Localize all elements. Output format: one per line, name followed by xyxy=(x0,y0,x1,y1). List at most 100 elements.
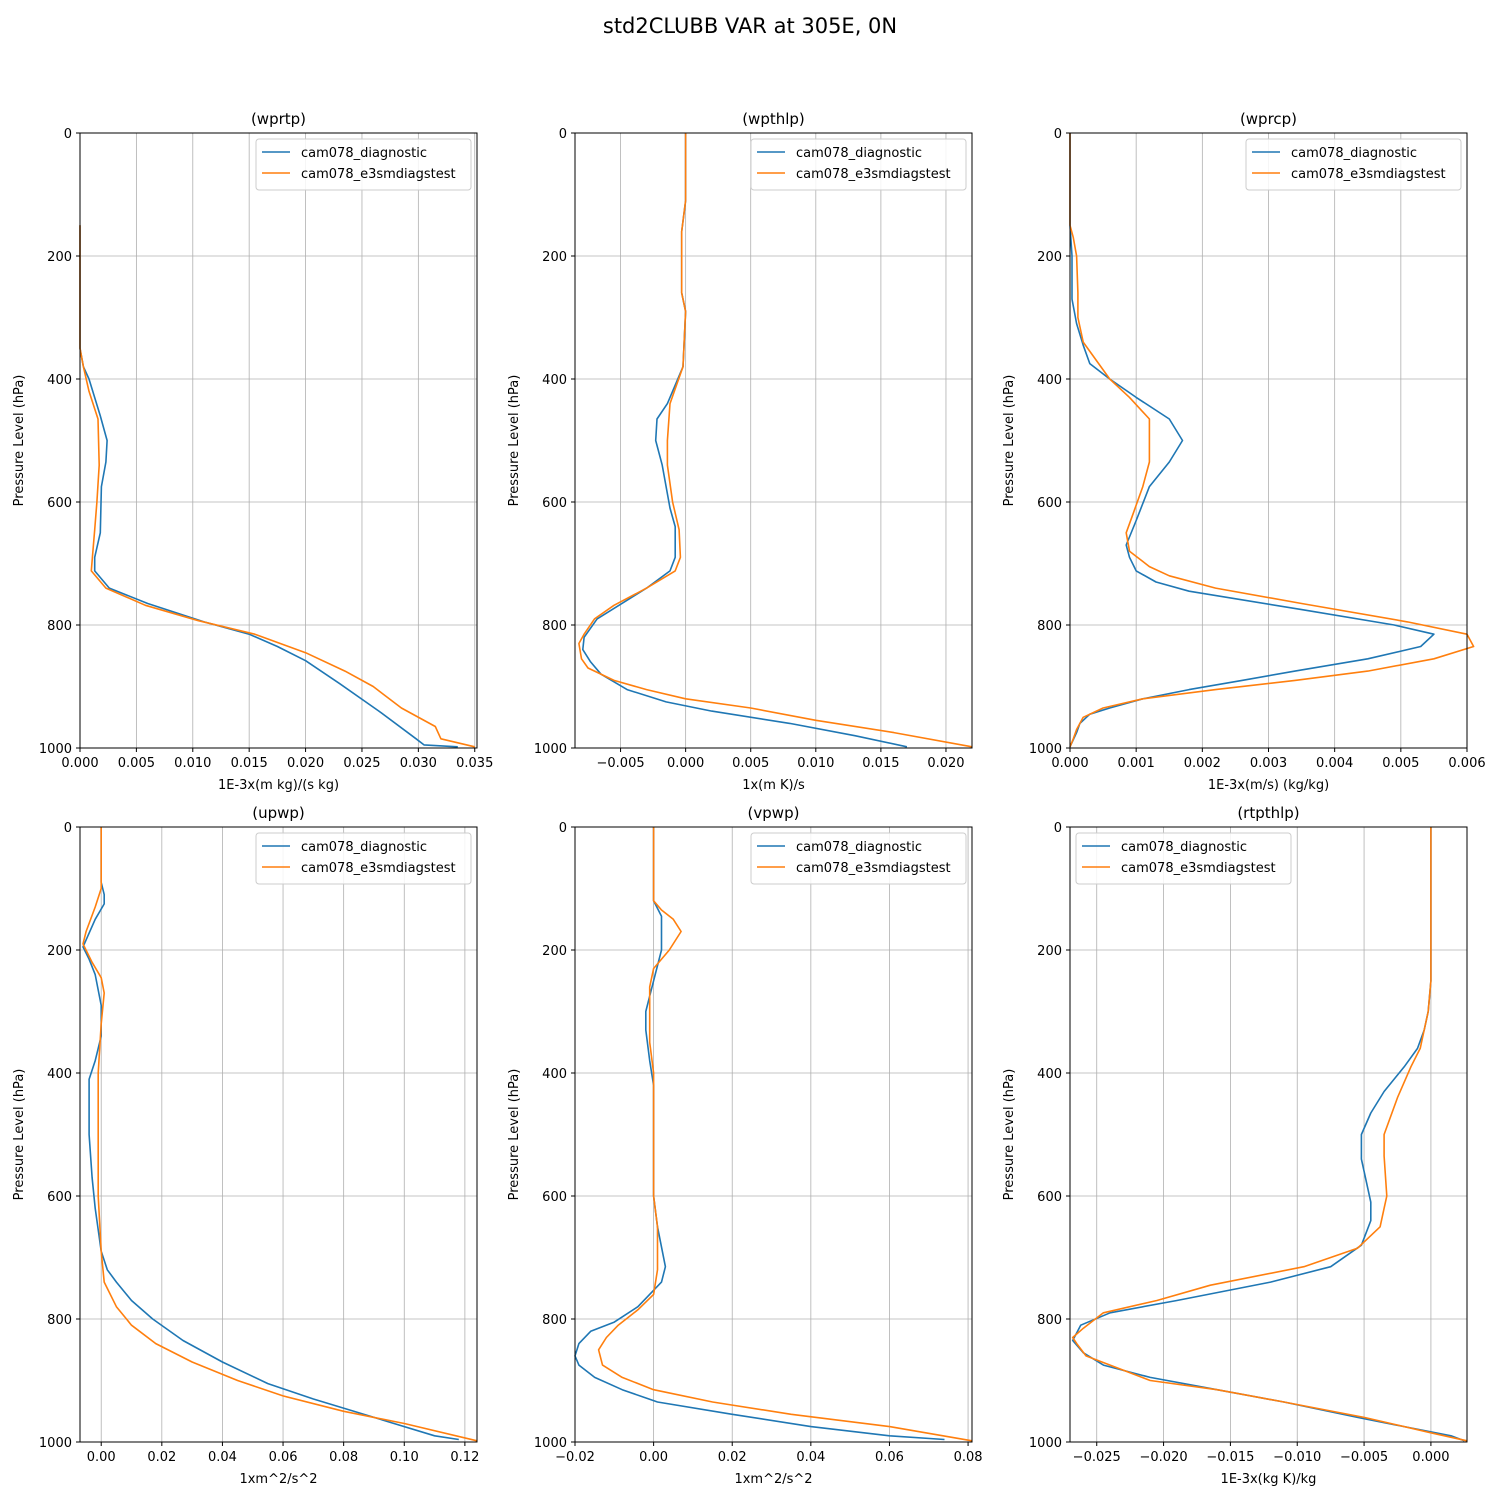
x-tick-label: 0.005 xyxy=(732,756,769,771)
x-tick-label: 0.02 xyxy=(147,1450,176,1465)
subplot-title: (upwp) xyxy=(252,804,305,822)
y-axis-label: Pressure Level (hPa) xyxy=(507,1069,522,1201)
subplot-4: −0.02 0.00 0.02 0.04 0.06 0.08 0 200 400 600 800 10… xyxy=(507,804,983,1487)
subplot-5: −0.025 −0.020 −0.015 −0.010 −0.005 0.000 0 200 4… xyxy=(1002,804,1468,1487)
x-tick-label: 0.06 xyxy=(269,1450,298,1465)
y-tick-label: 800 xyxy=(1037,1313,1062,1328)
x-tick-label: 0.08 xyxy=(329,1450,358,1465)
x-tick-label: 0.001 xyxy=(1118,756,1155,771)
x-tick-label: 0.000 xyxy=(1412,1450,1449,1465)
y-tick-label: 800 xyxy=(1037,619,1062,634)
x-axis-label: 1x(m K)/s xyxy=(742,778,805,793)
subplot-title: (wpthlp) xyxy=(742,110,805,128)
y-axis-label: Pressure Level (hPa) xyxy=(507,375,522,507)
y-tick-label: 0 xyxy=(559,821,567,836)
y-tick-label: 200 xyxy=(47,944,72,959)
x-tick-label: −0.010 xyxy=(1273,1450,1321,1465)
x-tick-label: 0.002 xyxy=(1184,756,1221,771)
x-tick-label: 0.000 xyxy=(1051,756,1088,771)
legend-label: cam078_diagnostic xyxy=(301,840,427,855)
subplot-2: 0.000 0.001 0.002 0.003 0.004 0.005 0.006 0 200 4… xyxy=(1002,110,1486,793)
axes-frame xyxy=(1069,826,1468,1443)
x-tick-label: 0.006 xyxy=(1448,756,1485,771)
x-tick-label: 0.003 xyxy=(1250,756,1287,771)
y-axis-label: Pressure Level (hPa) xyxy=(1002,1069,1017,1201)
x-tick-label: 0.010 xyxy=(174,756,211,771)
x-tick-label: −0.005 xyxy=(1340,1450,1388,1465)
axes-frame xyxy=(574,826,973,1443)
legend: cam078_diagnostic cam078_e3smdiagstest xyxy=(750,832,967,885)
x-tick-label: −0.005 xyxy=(597,756,645,771)
x-tick-label: 0.025 xyxy=(343,756,380,771)
x-tick-label: 0.02 xyxy=(718,1450,747,1465)
axes-frame xyxy=(79,826,478,1443)
series-line-cam078_diagnostic xyxy=(82,827,459,1441)
y-tick-label: 600 xyxy=(542,1190,567,1205)
y-axis-label: Pressure Level (hPa) xyxy=(12,1069,27,1201)
series-line-cam078_e3smdiagstest xyxy=(1069,133,1475,748)
legend: cam078_diagnostic cam078_e3smdiagstest xyxy=(255,138,472,191)
x-tick-label: 0.000 xyxy=(61,756,98,771)
legend-label: cam078_e3smdiagstest xyxy=(796,861,951,876)
y-tick-label: 0 xyxy=(64,821,72,836)
y-tick-label: 400 xyxy=(542,1067,567,1082)
x-axis-label: 1xm^2/s^2 xyxy=(734,1472,812,1487)
y-tick-label: 0 xyxy=(64,127,72,142)
x-tick-label: 0.004 xyxy=(1316,756,1353,771)
legend-label: cam078_e3smdiagstest xyxy=(301,167,456,182)
series-line-cam078_diagnostic xyxy=(1069,133,1435,748)
x-tick-label: 0.06 xyxy=(875,1450,904,1465)
legend-label: cam078_e3smdiagstest xyxy=(301,861,456,876)
x-tick-label: 0.020 xyxy=(927,756,964,771)
legend-box xyxy=(750,832,967,885)
series-line-cam078_diagnostic xyxy=(582,133,908,748)
legend-box xyxy=(1075,832,1292,885)
y-tick-label: 600 xyxy=(1037,1190,1062,1205)
x-tick-label: 0.035 xyxy=(456,756,493,771)
figure-title: std2CLUBB VAR at 305E, 0N xyxy=(602,14,898,38)
x-tick-label: 0.005 xyxy=(1382,756,1419,771)
x-tick-label: −0.020 xyxy=(1140,1450,1188,1465)
x-axis-label: 1E-3x(m/s) (kg/kg) xyxy=(1208,778,1329,793)
series-line-cam078_e3smdiagstest xyxy=(597,827,973,1442)
x-tick-label: 0.015 xyxy=(231,756,268,771)
legend: cam078_diagnostic cam078_e3smdiagstest xyxy=(1245,138,1462,191)
legend-box xyxy=(1245,138,1462,191)
legend: cam078_diagnostic cam078_e3smdiagstest xyxy=(1075,832,1292,885)
y-tick-label: 1000 xyxy=(534,742,567,757)
series-line-cam078_e3smdiagstest xyxy=(578,133,973,748)
y-axis-label: Pressure Level (hPa) xyxy=(1002,375,1017,507)
series-line-cam078_e3smdiagstest xyxy=(1071,827,1468,1442)
subplot-title: (rtpthlp) xyxy=(1237,804,1299,822)
legend-box xyxy=(255,832,472,885)
subplot-3: 0.00 0.02 0.04 0.06 0.08 0.10 0.12 0 200 400 600 80… xyxy=(12,804,479,1487)
x-tick-label: 0.030 xyxy=(400,756,437,771)
legend-label: cam078_e3smdiagstest xyxy=(1121,861,1276,876)
y-tick-label: 400 xyxy=(1037,373,1062,388)
legend-label: cam078_diagnostic xyxy=(301,146,427,161)
y-tick-label: 800 xyxy=(542,1313,567,1328)
legend-label: cam078_e3smdiagstest xyxy=(1291,167,1446,182)
y-tick-label: 400 xyxy=(47,1067,72,1082)
y-tick-label: 1000 xyxy=(39,742,72,757)
x-tick-label: 0.00 xyxy=(639,1450,668,1465)
x-axis-label: 1xm^2/s^2 xyxy=(239,1472,317,1487)
x-tick-label: 0.04 xyxy=(208,1450,237,1465)
y-tick-label: 600 xyxy=(47,496,72,511)
series-line-cam078_diagnostic xyxy=(574,827,945,1441)
subplot-title: (wprtp) xyxy=(251,110,306,128)
series-line-cam078_diagnostic xyxy=(1071,827,1465,1442)
y-tick-label: 1000 xyxy=(1029,1436,1062,1451)
x-tick-label: −0.015 xyxy=(1206,1450,1254,1465)
y-tick-label: 0 xyxy=(1054,821,1062,836)
y-tick-label: 600 xyxy=(542,496,567,511)
series-line-cam078_e3smdiagstest xyxy=(82,827,478,1442)
legend-box xyxy=(255,138,472,191)
x-tick-label: 0.00 xyxy=(87,1450,116,1465)
legend-label: cam078_diagnostic xyxy=(796,840,922,855)
legend-label: cam078_diagnostic xyxy=(1121,840,1247,855)
y-tick-label: 400 xyxy=(1037,1067,1062,1082)
x-tick-label: −0.02 xyxy=(555,1450,595,1465)
y-tick-label: 600 xyxy=(1037,496,1062,511)
